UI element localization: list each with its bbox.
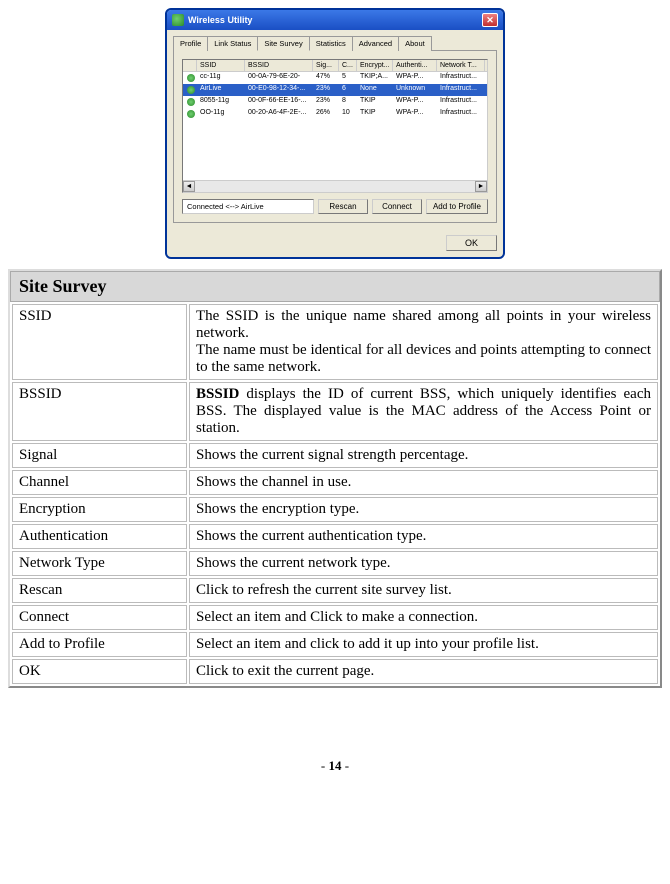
description-cell: Shows the current network type. <box>189 551 658 576</box>
table-row: Network TypeShows the current network ty… <box>12 551 658 576</box>
description-cell: Shows the channel in use. <box>189 470 658 495</box>
description-cell: BSSID displays the ID of current BSS, wh… <box>189 382 658 441</box>
term-cell: OK <box>12 659 187 684</box>
term-cell: Channel <box>12 470 187 495</box>
add-to-profile-button[interactable]: Add to Profile <box>426 199 488 214</box>
signal-icon <box>187 74 195 82</box>
description-cell: Click to refresh the current site survey… <box>189 578 658 603</box>
description-cell: The SSID is the unique name shared among… <box>189 304 658 380</box>
table-row: SignalShows the current signal strength … <box>12 443 658 468</box>
list-header: SSIDBSSIDSig...C...Encrypt...Authenti...… <box>183 60 487 72</box>
network-row[interactable]: 8055-11g00-0F-66-EE-16-...23%8TKIPWPA-P.… <box>183 96 487 108</box>
signal-icon <box>187 98 195 106</box>
tab-advanced[interactable]: Advanced <box>352 36 399 51</box>
signal-icon <box>187 86 195 94</box>
scroll-right-icon[interactable]: ► <box>475 181 487 192</box>
tab-profile[interactable]: Profile <box>173 36 208 51</box>
close-icon[interactable]: ✕ <box>482 13 498 27</box>
description-cell: Select an item and click to add it up in… <box>189 632 658 657</box>
term-cell: Encryption <box>12 497 187 522</box>
tab-content: SSIDBSSIDSig...C...Encrypt...Authenti...… <box>173 50 497 223</box>
description-cell: Shows the current authentication type. <box>189 524 658 549</box>
column-header[interactable]: BSSID <box>245 60 313 71</box>
scroll-left-icon[interactable]: ◄ <box>183 181 195 192</box>
page-number-text: 14 <box>329 758 342 773</box>
tab-strip: ProfileLink StatusSite SurveyStatisticsA… <box>173 36 497 51</box>
table-row: SSIDThe SSID is the unique name shared a… <box>12 304 658 380</box>
description-cell: Shows the encryption type. <box>189 497 658 522</box>
table-row: ChannelShows the channel in use. <box>12 470 658 495</box>
scroll-track[interactable] <box>195 181 475 192</box>
app-icon <box>172 14 184 26</box>
table-header: Site Survey <box>10 271 660 302</box>
window-title: Wireless Utility <box>188 15 252 25</box>
connect-button[interactable]: Connect <box>372 199 422 214</box>
term-cell: Authentication <box>12 524 187 549</box>
column-header[interactable]: Encrypt... <box>357 60 393 71</box>
status-text: Connected <--> AirLive <box>182 199 314 214</box>
column-header[interactable]: SSID <box>197 60 245 71</box>
term-cell: Signal <box>12 443 187 468</box>
screenshot-figure: Wireless Utility ✕ ProfileLink StatusSit… <box>8 8 662 259</box>
term-cell: Network Type <box>12 551 187 576</box>
network-row[interactable]: cc-11g00-0A-79-6E-20-47%5TKIP;A...WPA-P.… <box>183 72 487 84</box>
wireless-utility-dialog: Wireless Utility ✕ ProfileLink StatusSit… <box>165 8 505 259</box>
survey-list: SSIDBSSIDSig...C...Encrypt...Authenti...… <box>182 59 488 193</box>
table-row: ConnectSelect an item and Click to make … <box>12 605 658 630</box>
table-row: Add to ProfileSelect an item and click t… <box>12 632 658 657</box>
column-header[interactable]: Network T... <box>437 60 485 71</box>
network-row[interactable]: AirLive00-E0-98-12-34-...23%6NoneUnknown… <box>183 84 487 96</box>
site-survey-description-table: Site Survey SSIDThe SSID is the unique n… <box>8 269 662 688</box>
tab-link-status[interactable]: Link Status <box>207 36 258 51</box>
term-cell: SSID <box>12 304 187 380</box>
tab-statistics[interactable]: Statistics <box>309 36 353 51</box>
column-header[interactable]: C... <box>339 60 357 71</box>
column-header[interactable]: Sig... <box>313 60 339 71</box>
term-cell: BSSID <box>12 382 187 441</box>
signal-icon <box>187 110 195 118</box>
rescan-button[interactable]: Rescan <box>318 199 368 214</box>
table-row: EncryptionShows the encryption type. <box>12 497 658 522</box>
description-cell: Click to exit the current page. <box>189 659 658 684</box>
description-cell: Shows the current signal strength percen… <box>189 443 658 468</box>
column-header[interactable]: Authenti... <box>393 60 437 71</box>
term-cell: Connect <box>12 605 187 630</box>
table-row: AuthenticationShows the current authenti… <box>12 524 658 549</box>
tab-about[interactable]: About <box>398 36 432 51</box>
network-row[interactable]: OO-11g00-20-A6-4F-2E-...26%10TKIPWPA-P..… <box>183 108 487 120</box>
page-number: - 14 - <box>8 758 662 774</box>
horizontal-scrollbar[interactable]: ◄ ► <box>183 180 487 192</box>
term-cell: Add to Profile <box>12 632 187 657</box>
titlebar: Wireless Utility ✕ <box>167 10 503 30</box>
tab-site-survey[interactable]: Site Survey <box>257 36 309 51</box>
table-row: BSSIDBSSID displays the ID of current BS… <box>12 382 658 441</box>
table-row: RescanClick to refresh the current site … <box>12 578 658 603</box>
description-cell: Select an item and Click to make a conne… <box>189 605 658 630</box>
ok-button[interactable]: OK <box>446 235 497 251</box>
table-row: OKClick to exit the current page. <box>12 659 658 684</box>
term-cell: Rescan <box>12 578 187 603</box>
